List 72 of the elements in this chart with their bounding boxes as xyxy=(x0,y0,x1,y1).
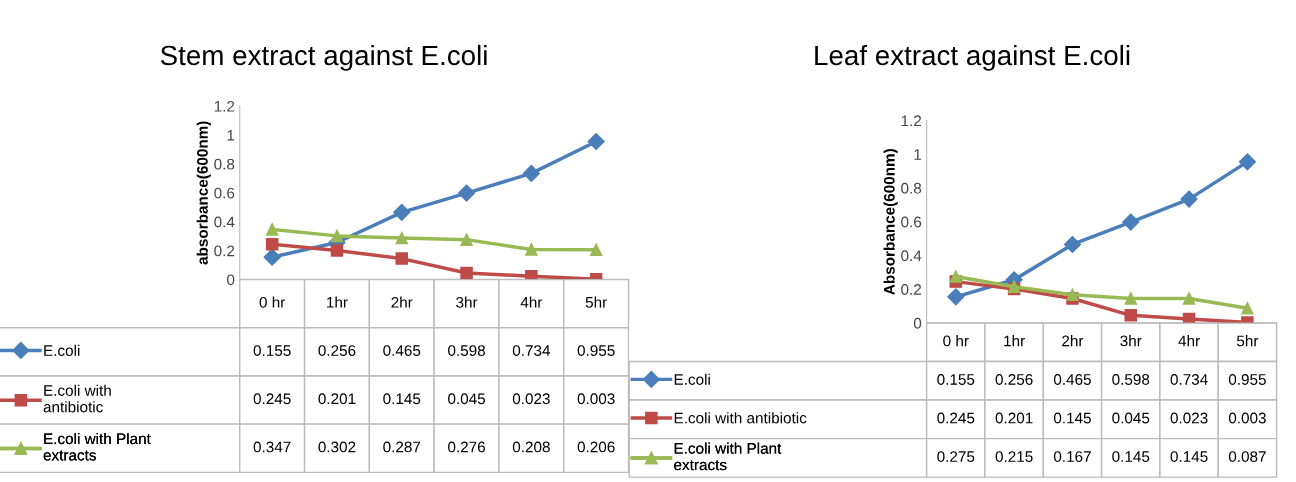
x-tick-label: 1hr xyxy=(327,296,348,308)
data-label: 0.145 xyxy=(1112,451,1150,462)
x-tick-label: 3hr xyxy=(456,296,478,308)
data-label: 0.167 xyxy=(1053,451,1091,462)
chart-title: Stem extract against E.coli xyxy=(160,44,487,71)
chart-title: Leaf extract against E.coli xyxy=(815,44,1130,71)
data-label: 0.208 xyxy=(512,441,550,453)
data-label: 0.275 xyxy=(937,451,975,462)
x-tick-label: 5hr xyxy=(1236,335,1259,347)
data-label: 0.465 xyxy=(1053,374,1091,385)
data-label: 0.201 xyxy=(995,412,1033,424)
data-label: 0.347 xyxy=(253,441,291,453)
data-label: 0.215 xyxy=(995,451,1033,462)
y-tick-label: 0 xyxy=(913,317,922,329)
legend-label: E.coli with antibiotic xyxy=(43,384,111,413)
data-label: 0.023 xyxy=(512,393,550,405)
y-tick-label: 1.2 xyxy=(214,100,235,112)
data-label: 0.045 xyxy=(1112,412,1150,424)
y-tick-label: 0.6 xyxy=(214,187,235,199)
data-label: 0.003 xyxy=(577,393,615,405)
y-tick-label: 0.6 xyxy=(901,216,922,228)
data-label: 0.003 xyxy=(1228,412,1266,424)
y-tick-label: 0.4 xyxy=(214,216,235,228)
data-label: 0.955 xyxy=(577,345,615,356)
data-label: 0.955 xyxy=(1228,374,1266,385)
legend-label: E.coli with Plant extracts xyxy=(674,442,782,471)
data-label: 0.245 xyxy=(253,393,291,405)
y-axis-title: absorbance(600nm) xyxy=(196,121,211,265)
data-label: 0.206 xyxy=(577,441,615,453)
y-tick-label: 1 xyxy=(227,129,235,141)
data-label: 0.598 xyxy=(448,345,486,356)
data-label: 0.145 xyxy=(1053,412,1091,424)
y-tick-label: 0 xyxy=(227,274,235,286)
data-label: 0.256 xyxy=(995,374,1033,385)
y-tick-label: 1 xyxy=(914,149,922,160)
legend-label: E.coli xyxy=(44,344,80,356)
y-tick-label: 1.2 xyxy=(901,115,922,127)
data-label: 0.155 xyxy=(253,345,291,356)
x-tick-label: 1hr xyxy=(1004,335,1025,347)
x-tick-label: 2hr xyxy=(391,296,413,308)
data-label: 0.734 xyxy=(512,345,551,356)
x-tick-label: 4hr xyxy=(1178,335,1200,347)
y-tick-label: 0.2 xyxy=(214,245,235,257)
y-tick-label: 0.2 xyxy=(901,284,922,295)
y-tick-label: 0.4 xyxy=(901,250,922,262)
data-label: 0.023 xyxy=(1170,412,1208,424)
data-label: 0.155 xyxy=(937,374,975,385)
y-tick-label: 0.8 xyxy=(901,182,922,194)
data-label: 0.734 xyxy=(1170,374,1208,385)
data-label: 0.598 xyxy=(1112,374,1150,385)
data-label: 0.045 xyxy=(448,393,486,405)
data-label: 0.465 xyxy=(383,345,421,356)
data-label: 0.201 xyxy=(318,393,356,405)
data-label: 0.145 xyxy=(1170,451,1208,462)
legend-label: E.coli with antibiotic xyxy=(674,412,807,424)
x-tick-label: 3hr xyxy=(1120,335,1142,347)
data-label: 0.087 xyxy=(1228,451,1266,462)
y-axis-title: Absorbance(600nm) xyxy=(883,149,898,295)
data-label: 0.287 xyxy=(383,441,421,453)
data-label: 0.145 xyxy=(383,393,421,405)
x-tick-label: 0 hr xyxy=(259,296,286,308)
legend-label: E.coli with Plant extracts xyxy=(43,432,151,461)
data-label: 0.302 xyxy=(318,441,356,453)
data-label: 0.276 xyxy=(448,441,486,453)
y-tick-label: 0.8 xyxy=(214,158,235,170)
x-tick-label: 5hr xyxy=(585,296,607,308)
data-label: 0.256 xyxy=(318,345,356,356)
x-tick-label: 0 hr xyxy=(943,335,969,347)
x-tick-label: 4hr xyxy=(520,296,543,308)
x-tick-label: 2hr xyxy=(1062,335,1084,347)
data-label: 0.245 xyxy=(937,412,975,424)
legend-label: E.coli xyxy=(674,373,710,385)
